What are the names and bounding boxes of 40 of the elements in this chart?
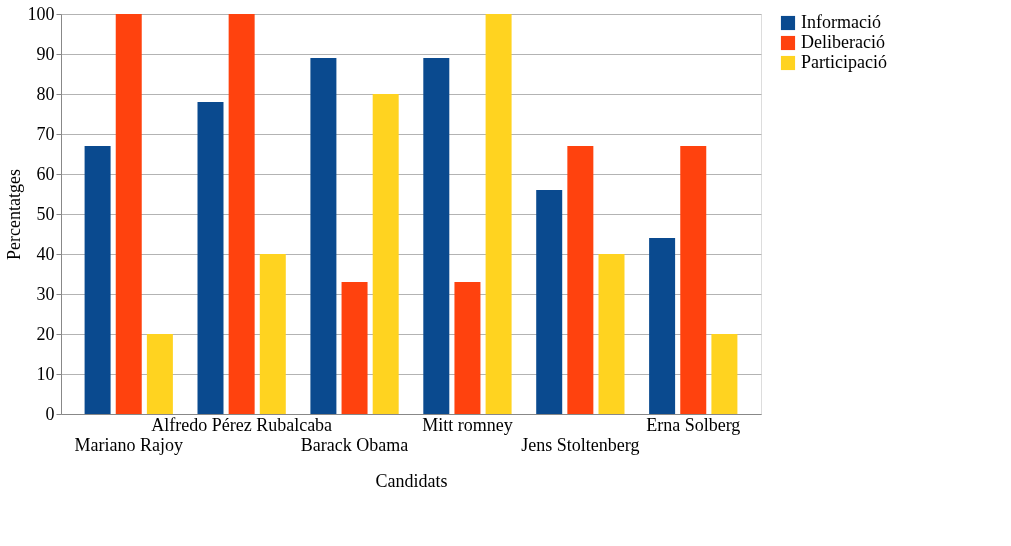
y-tick-label: 90 [36, 43, 55, 64]
bar [310, 58, 337, 414]
bar [680, 146, 707, 414]
y-tick-label: 60 [36, 163, 55, 184]
bar [197, 102, 224, 414]
x-axis-title: Candidats [375, 470, 448, 491]
y-tick-label: 100 [27, 3, 55, 24]
bar [146, 334, 173, 414]
bar [649, 238, 676, 414]
x-tick-label: Mitt romney [422, 414, 513, 435]
bar [259, 254, 286, 414]
bar [84, 146, 111, 414]
bar [536, 190, 563, 414]
bar [485, 14, 512, 414]
bar [423, 58, 450, 414]
y-tick-label: 50 [36, 203, 55, 224]
bar [115, 14, 142, 414]
bar [454, 282, 481, 414]
bar [228, 14, 255, 414]
y-tick-label: 80 [36, 83, 55, 104]
y-tick-label: 70 [36, 123, 55, 144]
bar [372, 94, 399, 414]
bar [598, 254, 625, 414]
legend-label: Informació [801, 12, 881, 32]
bar [341, 282, 368, 414]
legend-label: Participació [801, 52, 887, 72]
y-tick-label: 30 [36, 283, 55, 304]
y-tick-label: 0 [45, 403, 55, 424]
x-tick-label: Erna Solberg [646, 414, 741, 435]
y-tick-label: 10 [36, 363, 55, 384]
y-axis-title: Percentatges [3, 169, 24, 260]
bar [711, 334, 738, 414]
x-tick-label: Jens Stoltenberg [521, 434, 640, 455]
x-tick-label: Mariano Rajoy [74, 434, 183, 455]
x-tick-label: Barack Obama [300, 434, 409, 455]
y-tick-label: 20 [36, 323, 55, 344]
bar [567, 146, 594, 414]
x-tick-label: Alfredo Pérez Rubalcaba [151, 414, 333, 435]
y-tick-label: 40 [36, 243, 55, 264]
legend-label: Deliberació [801, 32, 885, 52]
